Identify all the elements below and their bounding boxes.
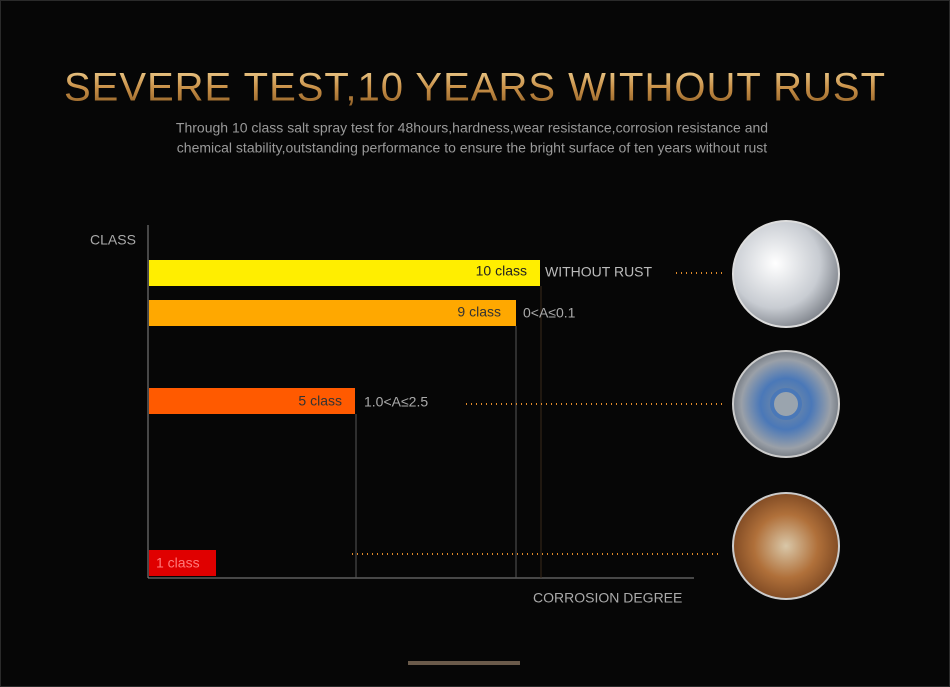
product-photo: [732, 220, 840, 328]
nozzle: [770, 388, 802, 420]
scroll-bar: [408, 661, 520, 665]
bar: [149, 260, 540, 286]
title: SEVERE TEST,10 YEARS WITHOUT RUST: [64, 66, 886, 110]
bar-label: 1 class: [156, 555, 200, 571]
bar-label: 9 class: [457, 304, 501, 320]
bar: [149, 550, 216, 576]
y-axis-label: CLASS: [90, 232, 136, 248]
x-axis-label: CORROSION DEGREE: [533, 590, 682, 606]
bar: [149, 300, 516, 326]
bar-label: 5 class: [298, 393, 342, 409]
bar-label: 10 class: [476, 263, 527, 279]
bar-note: 0<A≤0.1: [523, 305, 576, 321]
subtitle: Through 10 class salt spray test for 48h…: [176, 120, 768, 136]
subtitle: chemical stability,outstanding performan…: [177, 140, 767, 156]
product-photo: [732, 492, 840, 600]
bar: [149, 388, 355, 414]
bar-note: 1.0<A≤2.5: [364, 394, 428, 410]
bar-note: WITHOUT RUST: [545, 264, 653, 280]
